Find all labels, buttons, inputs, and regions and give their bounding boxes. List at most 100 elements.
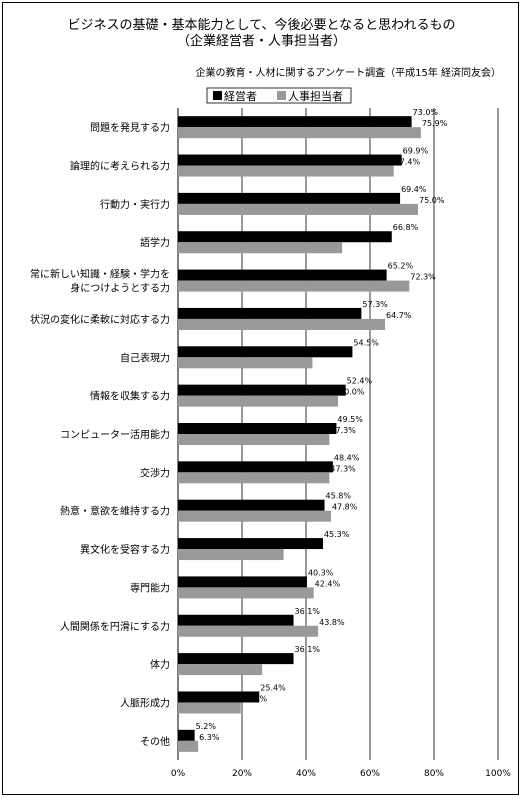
- data-label: 69.9%: [403, 147, 429, 156]
- bar: [178, 538, 323, 550]
- data-label: 48.4%: [334, 453, 360, 462]
- chart-subtitle: 企業の教育・人材に関するアンケート調査（平成15年 経済同友会）: [195, 68, 501, 79]
- bar: [178, 165, 394, 177]
- category-label: 状況の変化に柔軟に対応する力: [30, 313, 170, 326]
- category-label: 人脈形成力: [120, 696, 170, 709]
- legend-label: 経営者: [224, 89, 257, 103]
- bar: [178, 395, 338, 407]
- data-label: 54.5%: [353, 338, 379, 347]
- bar: [178, 423, 337, 434]
- category-label: コンピューター活用能力: [60, 428, 170, 441]
- bar: [178, 154, 402, 166]
- data-label: 36.1%: [295, 607, 321, 616]
- bar: [178, 472, 330, 484]
- bar: [178, 231, 392, 243]
- data-label: 6.3%: [199, 733, 220, 742]
- category-label: 専門能力: [130, 581, 170, 594]
- data-label: 47.8%: [332, 503, 358, 512]
- bar: [178, 116, 412, 128]
- data-label: 26.3%: [263, 656, 289, 665]
- data-label: 69.4%: [401, 185, 427, 194]
- data-label: 5.2%: [196, 722, 217, 731]
- data-label: 52.4%: [347, 377, 373, 386]
- chart-title-line2: （企業経営者・人事担当者）: [176, 34, 346, 49]
- data-label: 40.3%: [308, 568, 334, 577]
- bar: [178, 576, 307, 588]
- data-label: 19.6%: [242, 694, 268, 703]
- bar: [178, 461, 333, 473]
- data-label: 73.0%: [413, 108, 439, 117]
- bar: [178, 549, 284, 561]
- bar: [178, 653, 294, 665]
- category-label: 熱意・意欲を維持する力: [60, 505, 170, 518]
- bar: [178, 280, 410, 292]
- bar: [178, 434, 330, 445]
- category-label: 常に新しい知識・経験・学力を: [30, 268, 170, 281]
- data-label: 49.5%: [337, 415, 363, 424]
- x-tick-label: 40%: [296, 769, 316, 779]
- bar: [178, 587, 314, 599]
- category-label: 語学力: [140, 236, 170, 249]
- data-label: 75.9%: [422, 119, 448, 128]
- category-label: 情報を収集する力: [90, 390, 170, 403]
- data-label: 64.7%: [386, 311, 412, 320]
- bar: [178, 510, 331, 522]
- bar: [178, 702, 241, 714]
- bar: [178, 740, 199, 752]
- bar: [178, 614, 294, 626]
- data-label: 72.3%: [410, 273, 436, 282]
- data-label: 36.1%: [295, 645, 321, 654]
- data-label: 25.4%: [260, 683, 286, 692]
- data-label: 45.3%: [324, 530, 350, 539]
- data-label: 57.3%: [362, 300, 388, 309]
- bar: [178, 664, 263, 676]
- legend-label: 人事担当者: [288, 89, 343, 103]
- data-label: 47.3%: [330, 426, 356, 435]
- bar: [178, 318, 386, 330]
- bar: [178, 346, 353, 358]
- bar: [178, 384, 346, 396]
- chart-title: ビジネスの基礎・基本能力として、今後必要となると思われるもの: [67, 18, 456, 33]
- bar: [178, 729, 195, 741]
- x-tick-label: 20%: [232, 769, 252, 779]
- x-tick-label: 60%: [360, 769, 380, 779]
- data-label: 47.3%: [330, 464, 356, 473]
- data-label: 51.3%: [343, 234, 369, 243]
- bar: [178, 625, 319, 637]
- category-label: 人間関係を円滑にする力: [60, 620, 170, 633]
- category-label: 異文化を受容する力: [80, 543, 170, 556]
- data-label: 65.2%: [388, 262, 414, 271]
- bar: [178, 127, 421, 139]
- data-label: 42.0%: [313, 349, 339, 358]
- data-label: 67.4%: [395, 158, 421, 167]
- x-tick-label: 80%: [424, 769, 444, 779]
- category-label: 行動力・実行力: [100, 198, 170, 211]
- bar: [178, 691, 260, 703]
- bar: [178, 357, 313, 369]
- data-label: 66.8%: [393, 223, 419, 232]
- x-tick-label: 0%: [171, 769, 186, 779]
- legend-swatch: [213, 91, 222, 100]
- data-label: 50.0%: [339, 388, 365, 397]
- category-label: その他: [140, 735, 170, 748]
- category-label: 身につけようとする力: [70, 282, 170, 295]
- category-label: 交渉力: [140, 466, 170, 479]
- bar: [178, 269, 387, 281]
- bar: [178, 192, 401, 204]
- category-label: 論理的に考えられる力: [70, 160, 170, 173]
- data-label: 33.0%: [285, 541, 311, 550]
- bar: [178, 242, 343, 254]
- data-label: 42.4%: [315, 579, 341, 588]
- legend-swatch: [277, 91, 286, 100]
- bar: [178, 499, 325, 511]
- data-label: 75.0%: [419, 196, 445, 205]
- bar: [178, 203, 418, 215]
- x-tick-label: 100%: [485, 769, 511, 779]
- data-label: 43.8%: [319, 618, 345, 627]
- data-label: 45.8%: [326, 492, 352, 501]
- bar: [178, 307, 362, 319]
- category-label: 体力: [150, 658, 170, 671]
- category-label: 問題を発見する力: [90, 121, 170, 134]
- category-label: 自己表現力: [120, 351, 170, 364]
